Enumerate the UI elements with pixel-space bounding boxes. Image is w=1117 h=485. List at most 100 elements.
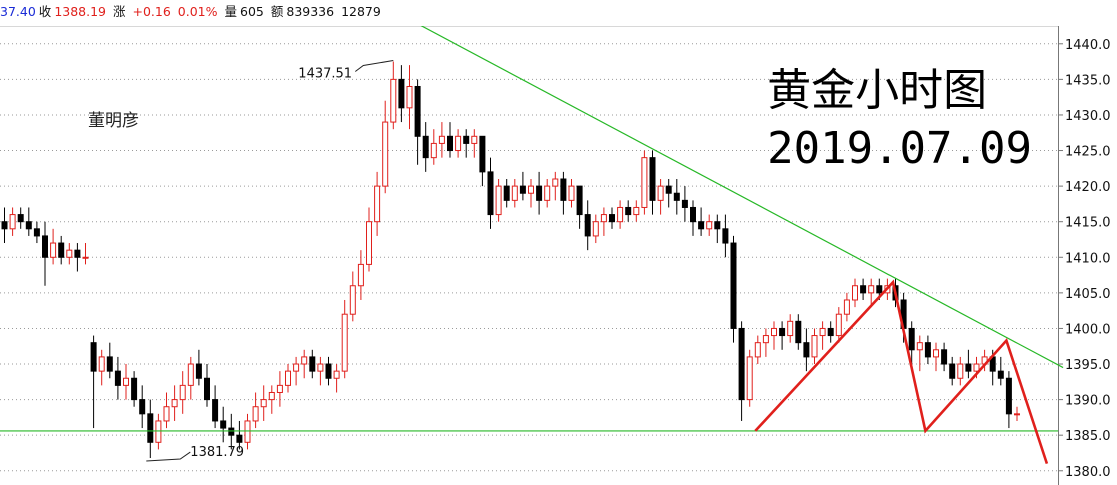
- candle-body: [698, 221, 705, 230]
- candle: [349, 271, 356, 322]
- candle: [212, 385, 219, 429]
- close-value: 1388.19: [54, 4, 107, 19]
- candle: [746, 349, 753, 407]
- candle: [868, 278, 875, 308]
- candle: [576, 185, 583, 229]
- candle-body: [803, 342, 810, 358]
- candle-body: [835, 313, 842, 337]
- candle: [430, 129, 437, 165]
- candle: [195, 349, 202, 386]
- candle: [382, 100, 389, 194]
- candle: [479, 135, 486, 187]
- candle: [592, 214, 599, 244]
- amount-value: 839336: [286, 4, 335, 19]
- candle: [106, 342, 113, 379]
- candle: [600, 207, 607, 236]
- candle-body: [1014, 413, 1020, 416]
- candle-body: [285, 370, 291, 386]
- y-tick-label: 1380.0: [1065, 465, 1111, 480]
- volume-label: 量: [224, 4, 238, 19]
- candle: [536, 171, 543, 215]
- candle-body: [771, 327, 777, 337]
- y-tick-label: 1410.0: [1065, 251, 1111, 266]
- candle-body: [212, 399, 219, 422]
- author-name: 董明彦: [88, 111, 139, 131]
- candle-body: [965, 363, 972, 372]
- candle-body: [641, 157, 648, 208]
- candle: [66, 243, 73, 265]
- candle-body: [309, 356, 316, 372]
- candle: [406, 65, 413, 130]
- candle: [681, 186, 688, 222]
- candle: [325, 356, 332, 386]
- candle-body: [325, 363, 332, 379]
- candle-body: [204, 377, 210, 401]
- candle: [633, 200, 640, 222]
- candle: [754, 335, 761, 365]
- candle: [268, 385, 275, 414]
- candle-body: [293, 363, 300, 372]
- y-tick-label: 1425.0: [1065, 145, 1111, 160]
- candle-body: [131, 377, 138, 401]
- candle-body: [1, 221, 8, 230]
- candle: [220, 406, 227, 443]
- candle-body: [244, 420, 251, 443]
- candle-body: [33, 228, 40, 237]
- candle: [519, 171, 526, 201]
- candle: [941, 342, 948, 372]
- candle-body: [722, 228, 729, 244]
- candle-body: [58, 242, 65, 258]
- candle-body: [487, 171, 494, 216]
- candle: [706, 214, 713, 236]
- candle-body: [730, 242, 737, 329]
- candle: [617, 200, 624, 229]
- candle: [843, 292, 850, 322]
- candle-body: [795, 320, 802, 344]
- candle: [722, 214, 729, 258]
- candle-body: [357, 263, 364, 287]
- candle: [171, 385, 178, 421]
- change-value: +0.16: [132, 4, 171, 19]
- candle: [560, 171, 567, 215]
- candle-body: [511, 185, 518, 201]
- candle: [957, 356, 964, 386]
- candle-body: [25, 221, 32, 230]
- chart-title-line1: 黄金小时图: [767, 65, 988, 116]
- candle: [852, 278, 858, 308]
- candle: [139, 385, 146, 429]
- candle-body: [74, 249, 81, 258]
- candle-body: [552, 178, 559, 187]
- candle-body: [576, 185, 583, 216]
- candle: [455, 129, 462, 158]
- candle: [495, 179, 502, 222]
- candle-body: [438, 135, 445, 144]
- candle: [779, 321, 786, 350]
- y-tick-label: 1395.0: [1065, 358, 1111, 373]
- candle-body: [973, 363, 980, 372]
- candle: [787, 314, 794, 343]
- candle: [924, 335, 931, 365]
- candle-body: [301, 356, 308, 365]
- candle-body: [455, 135, 462, 152]
- candle-body: [503, 185, 510, 201]
- candle: [819, 321, 826, 350]
- chart-title-date: 2019.07.09: [767, 123, 1032, 174]
- candle: [82, 243, 89, 265]
- candle-body: [746, 356, 753, 401]
- low-price-label: 1381.79: [190, 445, 244, 460]
- candle: [487, 157, 494, 229]
- candle-body: [114, 370, 121, 386]
- candle-body: [463, 135, 470, 144]
- candle-body: [536, 185, 543, 201]
- candle: [762, 328, 769, 357]
- low-marker: [146, 451, 191, 462]
- candle-body: [276, 384, 283, 393]
- y-tick-label: 1440.0: [1065, 38, 1111, 53]
- candle: [123, 364, 129, 400]
- pattern-zigzag: [754, 279, 1049, 465]
- candle: [163, 392, 170, 429]
- gold-hourly-candlestick-chart[interactable]: 1440.0 1435.0 1430.0 1425.0 1420.0 1415.0 1410…: [0, 26, 1117, 485]
- candle-body: [42, 235, 48, 258]
- extra-value: 12879: [341, 4, 381, 19]
- candle-body: [997, 370, 1004, 379]
